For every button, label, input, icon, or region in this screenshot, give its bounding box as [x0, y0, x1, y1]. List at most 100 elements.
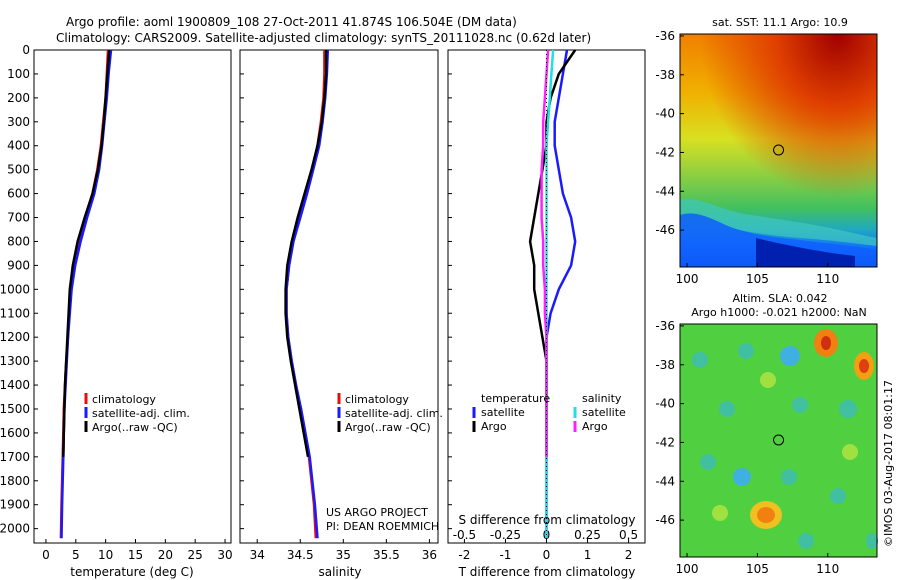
sla-blob [692, 352, 708, 368]
x-tick-label: 0 [42, 548, 50, 562]
y-tick-label: 1900 [0, 498, 30, 512]
x-tick-label: 35.5 [373, 548, 400, 562]
y-tick-label: 0 [22, 43, 30, 57]
sst-map-frame [679, 33, 878, 268]
y-tick-label: 1500 [0, 402, 30, 416]
y-tick-label: 1800 [0, 474, 30, 488]
sst-map-title: sat. SST: 11.1 Argo: 10.9 [712, 16, 848, 29]
series-line-climatology [59, 49, 110, 539]
sla-blob [760, 372, 776, 388]
legend-label-t-satellite: satellite [481, 406, 525, 419]
y-tick-label: 500 [7, 163, 30, 177]
sst-map-deep-cold [756, 238, 855, 267]
sla-blob [798, 533, 814, 549]
y-tick-label: 1000 [0, 282, 30, 296]
x-tick-label: -2 [458, 548, 470, 562]
legend-label-climatology: climatology [345, 393, 409, 406]
sla-map-title: Altim. SLA: 0.042 [732, 292, 827, 305]
sla-blob [866, 533, 878, 549]
sla-blob [700, 454, 716, 470]
y-tick-label: 1700 [0, 450, 30, 464]
sst-map-axes: -36 -38 -40 -42 -44 -46 100 105 110 [655, 29, 839, 286]
temperature-panel-frame [33, 49, 232, 544]
s-tick-label: -0.25 [490, 528, 521, 542]
sst-argo-location-marker [773, 144, 785, 156]
project-annotation-line1: US ARGO PROJECT [326, 506, 428, 519]
map-x-tick-label: 105 [746, 562, 769, 576]
sla-blob [738, 343, 754, 359]
y-tick-label: 900 [7, 258, 30, 272]
x-tick-label: 5 [72, 548, 80, 562]
map-y-tick-label: -40 [655, 107, 675, 121]
x-tick-label: 34.5 [287, 548, 314, 562]
temperature-x-label: temperature (deg C) [70, 565, 193, 579]
sla-map-axes: -36 -38 -40 -42 -44 -46 100 105 110 [655, 319, 839, 576]
x-tick-label: -1 [499, 548, 511, 562]
s-tick-label: -0.5 [453, 528, 476, 542]
s-tick-label: 0.25 [574, 528, 601, 542]
map-y-tick-label: -44 [655, 474, 675, 488]
sla-blob [830, 488, 846, 504]
map-y-tick-label: -42 [655, 145, 675, 159]
map-y-tick-label: -36 [655, 29, 675, 43]
salinity-x-axis: 34 34.5 35 35.5 36 [250, 539, 437, 562]
sla-blob [839, 400, 857, 418]
difference-series [528, 49, 577, 543]
salinity-panel-frame [239, 49, 439, 544]
sla-blob [733, 468, 751, 486]
difference-legend: temperature satellite Argo salinity sate… [472, 392, 626, 433]
y-tick-label: 1300 [0, 354, 30, 368]
legend-label-satellite: satellite-adj. clim. [92, 407, 190, 420]
y-tick-label: 1600 [0, 426, 30, 440]
x-tick-label: 36 [422, 548, 437, 562]
map-x-tick-label: 105 [746, 272, 769, 286]
temperature-legend: climatology satellite-adj. clim. Argo(..… [84, 393, 190, 434]
series-line-temperature-satellite [545, 49, 577, 539]
x-tick-label: 1 [584, 548, 592, 562]
project-annotation-line2: PI: DEAN ROEMMICH [326, 520, 439, 533]
sla-map-subtitle: Argo h1000: -0.021 h2000: NaN [691, 306, 867, 319]
legend-group-salinity: salinity [582, 392, 622, 405]
x-tick-label: 34 [250, 548, 265, 562]
x-tick-label: 25 [188, 548, 203, 562]
y-tick-label: 400 [7, 139, 30, 153]
map-y-tick-label: -38 [655, 68, 675, 82]
y-tick-label: 1100 [0, 306, 30, 320]
series-line-argo-raw-qc- [62, 49, 111, 457]
salinity-x-label: salinity [318, 565, 361, 579]
sla-map-frame [679, 323, 878, 558]
sla-blob [781, 469, 797, 485]
y-tick-label: 200 [7, 91, 30, 105]
legend-group-temperature: temperature [481, 392, 550, 405]
legend-label-satellite: satellite-adj. clim. [345, 407, 443, 420]
y-tick-label: 1200 [0, 330, 30, 344]
series-line-climatology [285, 50, 326, 539]
figure-title-line2: Climatology: CARS2009. Satellite-adjuste… [56, 31, 591, 45]
series-line-salinity-argo [540, 49, 550, 457]
map-y-tick-label: -44 [655, 184, 675, 198]
legend-label-s-argo: Argo [582, 420, 608, 433]
sla-map [679, 323, 878, 558]
map-x-tick-label: 100 [676, 272, 699, 286]
temperature-series [59, 49, 113, 539]
legend-label-argo: Argo(..raw -QC) [345, 421, 431, 434]
x-tick-label: 2 [625, 548, 633, 562]
temperature-x-axis: 0 5 10 15 20 25 30 [42, 539, 233, 562]
y-tick-label: 600 [7, 187, 30, 201]
sla-blob [719, 401, 735, 417]
series-line-salinity-satellite [545, 49, 555, 539]
sla-argo-location-marker [773, 434, 785, 446]
map-y-tick-label: -38 [655, 358, 675, 372]
y-tick-label: 2000 [0, 522, 30, 536]
sla-blob [821, 336, 831, 350]
sst-map-cyan-band [680, 199, 877, 246]
y-tick-label: 700 [7, 211, 30, 225]
x-tick-label: 0 [543, 548, 551, 562]
s-tick-label: 0.5 [619, 528, 638, 542]
sla-blob [842, 444, 858, 460]
map-x-tick-label: 100 [676, 562, 699, 576]
map-y-tick-label: -36 [655, 319, 675, 333]
sla-blob [757, 507, 775, 523]
sst-map [679, 33, 878, 268]
